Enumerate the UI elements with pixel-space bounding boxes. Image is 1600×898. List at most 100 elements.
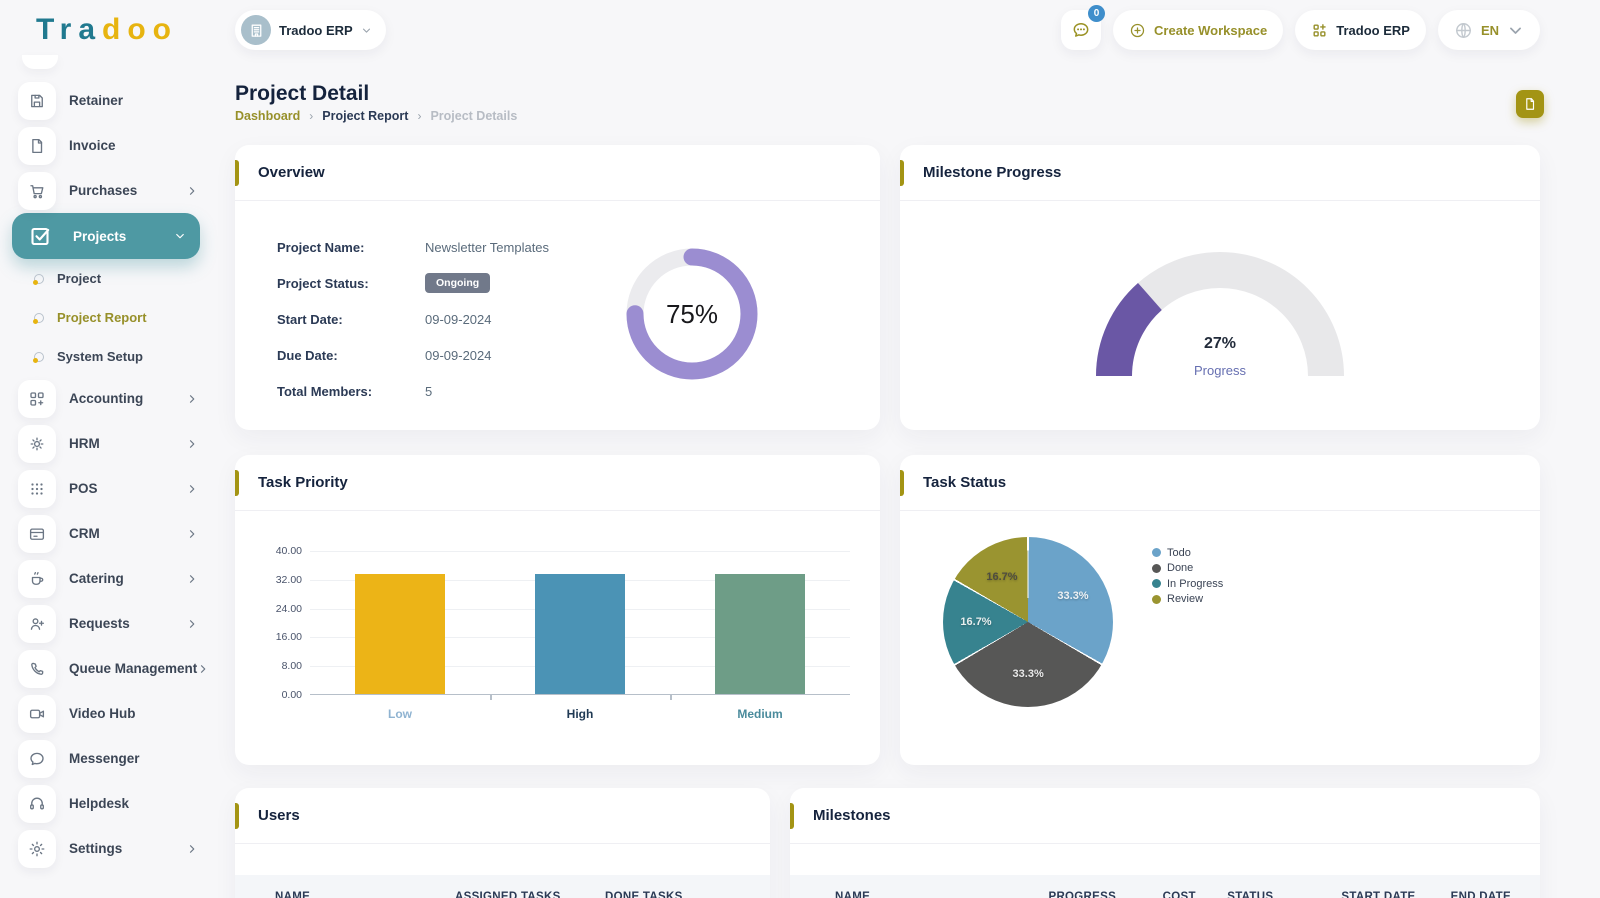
y-axis-tick-label: 8.00 xyxy=(281,660,302,673)
catering-icon xyxy=(18,559,56,598)
y-axis-tick-label: 32.00 xyxy=(275,573,302,586)
bar-low xyxy=(355,574,445,694)
column-header-end-date: END DATE xyxy=(1450,891,1511,898)
task-status-pie-chart: 33.3% 33.3% 16.7% 16.7% xyxy=(943,537,1113,707)
sidebar-item-label: Video Hub xyxy=(69,706,136,721)
milestone-progress-card-header: Milestone Progress xyxy=(900,145,1540,201)
grid-plus-icon xyxy=(1311,22,1328,39)
y-axis-tick-label: 0.00 xyxy=(281,689,302,701)
chevron-right-icon xyxy=(186,393,198,405)
donut-svg xyxy=(626,248,758,380)
sidebar-subitem-label: Project xyxy=(57,271,102,286)
legend-item-done: Done xyxy=(1152,561,1223,577)
completion-percentage: 75% xyxy=(665,298,719,329)
milestone-progress-card: Milestone Progress 27% Progress xyxy=(900,145,1540,430)
sidebar-item-crm[interactable]: CRM xyxy=(0,511,212,556)
card-accent-bar xyxy=(790,803,794,829)
sidebar-item-label: Queue Management xyxy=(69,661,198,676)
sidebar-item-label: CRM xyxy=(69,526,100,541)
sidebar-item-messenger[interactable]: Messenger xyxy=(0,736,212,781)
card-accent-bar xyxy=(235,803,239,829)
legend-label: In Progress xyxy=(1167,577,1224,590)
overview-card-title: Overview xyxy=(258,164,325,181)
tradoo-logo: Tradoo xyxy=(36,13,178,47)
workspace-avatar xyxy=(241,15,271,45)
x-axis-tick xyxy=(670,695,672,700)
field-value: 5 xyxy=(425,383,433,399)
legend-dot xyxy=(1152,548,1161,558)
export-report-button[interactable] xyxy=(1516,90,1544,118)
milestones-card: Milestones NAME PROGRESS COST STATUS START D… xyxy=(790,788,1540,898)
sidebar-item-retainer[interactable]: Retainer xyxy=(0,78,212,123)
chevron-right-icon xyxy=(186,483,198,495)
users-card-title: Users xyxy=(258,807,300,824)
video-hub-icon xyxy=(18,694,56,733)
sidebar-item-queue-management[interactable]: Queue Management xyxy=(0,646,212,691)
workspace-selector[interactable]: Tradoo ERP xyxy=(235,10,386,50)
bullet-icon xyxy=(33,273,44,285)
card-accent-bar xyxy=(900,470,904,496)
sidebar-item-accounting[interactable]: Accounting xyxy=(0,376,212,421)
chevron-right-icon xyxy=(186,573,198,585)
sidebar-item-helpdesk[interactable]: Helpdesk xyxy=(0,781,212,826)
sidebar-subitem-project[interactable]: Project xyxy=(0,259,212,298)
sidebar-item-projects[interactable]: Projects xyxy=(12,213,200,259)
queue-management-icon xyxy=(18,649,56,688)
sidebar-item-label: Settings xyxy=(69,841,123,856)
breadcrumb-project-details: Project Details xyxy=(430,109,518,123)
erp-workspace-button[interactable]: Tradoo ERP xyxy=(1295,10,1426,50)
sidebar-subitem-system-setup[interactable]: System Setup xyxy=(0,337,212,376)
chevron-down-icon xyxy=(1507,22,1524,39)
overview-card-header: Overview xyxy=(235,145,880,201)
sidebar-item-hrm[interactable]: HRM xyxy=(0,421,212,466)
bar-medium xyxy=(715,574,805,694)
milestones-card-header: Milestones xyxy=(790,788,1540,844)
sidebar-clipped-item xyxy=(22,55,58,69)
topbar-actions: 0 Create Workspace Tradoo ERP EN xyxy=(1061,5,1540,50)
messages-button[interactable]: 0 xyxy=(1061,5,1106,50)
sidebar-subitem-project-report[interactable]: Project Report xyxy=(0,298,212,337)
sidebar-item-requests[interactable]: Requests xyxy=(0,601,212,646)
sidebar-item-label: Invoice xyxy=(69,138,116,153)
overview-card: Overview Project Name: Newsletter Templa… xyxy=(235,145,880,430)
workspace-selector-label: Tradoo ERP xyxy=(279,22,353,38)
pie-slice-label-in-progress: 16.7% xyxy=(960,616,992,629)
card-accent-bar xyxy=(235,470,239,496)
messenger-icon xyxy=(18,739,56,778)
sidebar-item-settings[interactable]: Settings xyxy=(0,826,212,871)
legend-dot xyxy=(1152,594,1161,604)
users-table-header: NAME ASSIGNED TASKS DONE TASKS xyxy=(235,875,770,898)
pos-icon xyxy=(18,469,56,508)
globe-icon xyxy=(1454,21,1473,40)
crm-icon xyxy=(18,514,56,553)
create-workspace-label: Create Workspace xyxy=(1154,22,1268,38)
hrm-icon xyxy=(18,424,56,463)
task-priority-bar-chart: 40.00 32.00 24.00 16.00 8.00 0.00 Low High Mediu… xyxy=(276,545,850,721)
sidebar-item-label: Messenger xyxy=(69,751,140,766)
chevron-down-icon xyxy=(361,25,372,36)
sidebar-item-pos[interactable]: POS xyxy=(0,466,212,511)
overview-field-due-date: Due Date: 09-09-2024 xyxy=(277,337,549,373)
users-card: Users NAME ASSIGNED TASKS DONE TASKS xyxy=(235,788,770,898)
language-selector[interactable]: EN xyxy=(1437,10,1540,50)
sidebar-item-catering[interactable]: Catering xyxy=(0,556,212,601)
sidebar-item-label: Accounting xyxy=(69,391,144,406)
breadcrumb-project-report[interactable]: Project Report xyxy=(322,109,409,123)
create-workspace-button[interactable]: Create Workspace xyxy=(1113,10,1284,50)
sidebar-item-label: POS xyxy=(69,481,98,496)
plus-circle-icon xyxy=(1129,22,1146,39)
sidebar-item-purchases[interactable]: Purchases xyxy=(0,168,212,213)
overview-fields: Project Name: Newsletter Templates Proje… xyxy=(277,229,549,409)
sidebar-item-invoice[interactable]: Invoice xyxy=(0,123,212,168)
x-axis-label-high: High xyxy=(566,707,594,721)
sidebar-item-video-hub[interactable]: Video Hub xyxy=(0,691,212,736)
chat-icon xyxy=(1071,20,1091,40)
overview-field-start-date: Start Date: 09-09-2024 xyxy=(277,301,549,337)
column-header-name: NAME xyxy=(275,891,311,898)
column-header-done-tasks: DONE TASKS xyxy=(605,891,683,898)
y-axis-tick-label: 16.00 xyxy=(275,631,302,644)
breadcrumb-dashboard[interactable]: Dashboard xyxy=(235,109,301,123)
legend-label: Todo xyxy=(1167,546,1191,559)
legend-item-todo: Todo xyxy=(1152,545,1223,561)
task-status-card-title: Task Status xyxy=(923,474,1007,491)
